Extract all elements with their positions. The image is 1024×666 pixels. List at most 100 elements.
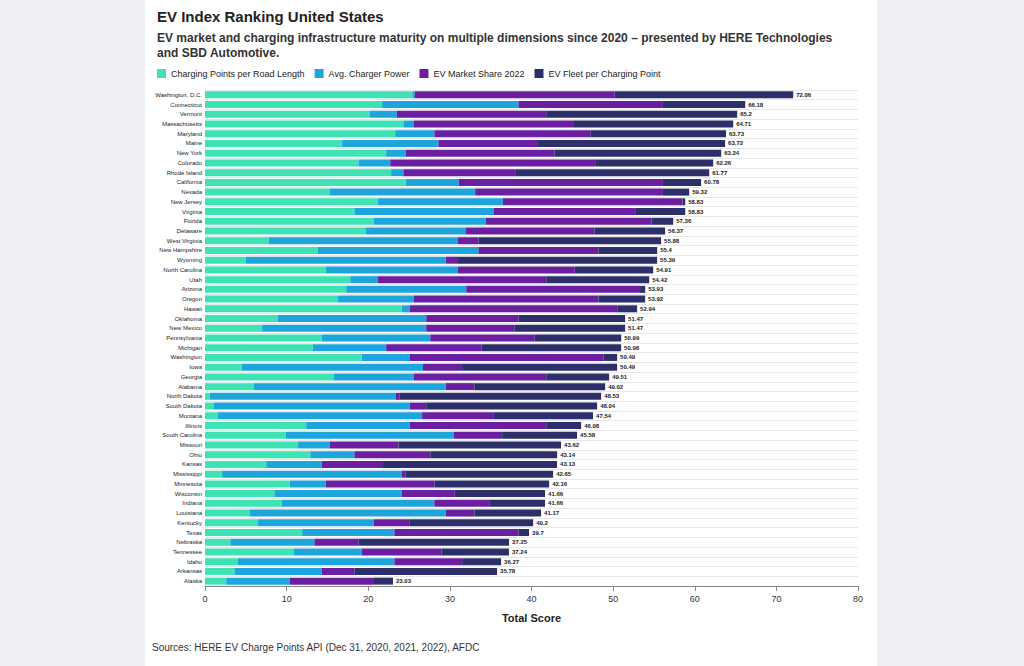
svg-text:EV Index Ranking United States: EV Index Ranking United States [157, 8, 384, 25]
svg-text:Georgia: Georgia [181, 374, 203, 380]
svg-text:Nebraska: Nebraska [176, 539, 202, 545]
svg-text:56.37: 56.37 [668, 228, 684, 234]
svg-text:Utah: Utah [189, 277, 202, 283]
svg-text:64.71: 64.71 [736, 121, 752, 127]
svg-text:54.42: 54.42 [652, 277, 668, 283]
svg-text:Alabama: Alabama [178, 384, 202, 390]
svg-text:Iowa: Iowa [189, 364, 202, 370]
svg-text:Indiana: Indiana [182, 500, 202, 506]
svg-text:50.99: 50.99 [624, 335, 640, 341]
svg-text:62.26: 62.26 [716, 160, 732, 166]
svg-text:Nevada: Nevada [181, 189, 202, 195]
svg-text:65.2: 65.2 [740, 111, 752, 117]
svg-text:48.53: 48.53 [604, 393, 620, 399]
svg-text:Maine: Maine [186, 140, 203, 146]
svg-text:Washington: Washington [171, 354, 202, 360]
svg-text:42.65: 42.65 [556, 471, 572, 477]
svg-text:49.51: 49.51 [612, 374, 628, 380]
svg-text:57.36: 57.36 [676, 218, 692, 224]
svg-text:40: 40 [526, 594, 536, 604]
svg-text:50.98: 50.98 [624, 345, 640, 351]
svg-text:West Virginia: West Virginia [167, 238, 203, 244]
svg-text:EV Market Share 2022: EV Market Share 2022 [433, 69, 524, 79]
svg-text:53.92: 53.92 [648, 296, 664, 302]
svg-text:20: 20 [363, 594, 373, 604]
svg-text:63.73: 63.73 [729, 131, 745, 137]
svg-text:30: 30 [445, 594, 455, 604]
svg-text:39.7: 39.7 [532, 530, 544, 536]
svg-text:Wisconsin: Wisconsin [175, 491, 202, 497]
svg-text:Louisiana: Louisiana [176, 510, 202, 516]
svg-text:Minnesota: Minnesota [174, 481, 202, 487]
svg-text:66.18: 66.18 [748, 102, 764, 108]
svg-text:55.4: 55.4 [660, 247, 672, 253]
svg-text:Wyoming: Wyoming [177, 257, 202, 263]
svg-text:EV market and charging infrast: EV market and charging infrastructure ma… [157, 31, 836, 45]
svg-text:Kentucky: Kentucky [177, 520, 202, 526]
svg-text:Charging Points per Road Lengt: Charging Points per Road Length [171, 69, 305, 79]
svg-text:40.2: 40.2 [536, 520, 548, 526]
svg-text:New Mexico: New Mexico [169, 325, 202, 331]
svg-text:70: 70 [771, 594, 781, 604]
svg-text:43.14: 43.14 [560, 452, 576, 458]
svg-text:Arkansas: Arkansas [177, 568, 202, 574]
svg-text:Vermont: Vermont [180, 111, 203, 117]
svg-text:North Dakota: North Dakota [167, 393, 203, 399]
svg-text:Washington, D.C.: Washington, D.C. [155, 92, 202, 98]
svg-text:Ohio: Ohio [189, 452, 202, 458]
svg-text:New Jersey: New Jersey [171, 199, 202, 205]
svg-text:Sources: HERE EV Charge Points: Sources: HERE EV Charge Points API (Dec … [152, 642, 479, 653]
svg-text:and SBD Automotive.: and SBD Automotive. [157, 46, 279, 60]
svg-text:New Hampshire: New Hampshire [159, 247, 202, 253]
svg-text:42.16: 42.16 [552, 481, 568, 487]
svg-text:63.24: 63.24 [724, 150, 740, 156]
svg-text:Illinois: Illinois [185, 423, 202, 429]
svg-text:10: 10 [282, 594, 292, 604]
svg-text:Connecticut: Connecticut [170, 102, 202, 108]
svg-text:48.04: 48.04 [600, 403, 616, 409]
svg-text:Kansas: Kansas [182, 461, 202, 467]
svg-text:Texas: Texas [186, 530, 202, 536]
svg-text:South Dakota: South Dakota [166, 403, 203, 409]
svg-text:Alaska: Alaska [184, 578, 203, 584]
svg-text:36.27: 36.27 [504, 559, 520, 565]
svg-text:50.49: 50.49 [620, 364, 636, 370]
svg-text:50: 50 [608, 594, 618, 604]
svg-text:51.47: 51.47 [628, 316, 644, 322]
svg-text:58.83: 58.83 [688, 199, 704, 205]
svg-text:Total Score: Total Score [502, 612, 561, 624]
svg-text:37.25: 37.25 [512, 539, 528, 545]
svg-text:52.94: 52.94 [640, 306, 656, 312]
svg-text:Tennessee: Tennessee [173, 549, 203, 555]
svg-text:Idaho: Idaho [187, 559, 203, 565]
svg-text:45.58: 45.58 [580, 432, 596, 438]
svg-text:41.17: 41.17 [544, 510, 560, 516]
svg-text:43.62: 43.62 [564, 442, 580, 448]
svg-text:61.77: 61.77 [712, 170, 728, 176]
svg-text:59.32: 59.32 [692, 189, 708, 195]
svg-text:Rhode Island: Rhode Island [167, 170, 202, 176]
svg-text:54.91: 54.91 [656, 267, 672, 273]
svg-text:72.06: 72.06 [796, 92, 812, 98]
svg-text:California: California [177, 179, 203, 185]
svg-text:Massachusetts: Massachusetts [162, 121, 202, 127]
svg-text:60.78: 60.78 [704, 179, 720, 185]
svg-text:New York: New York [177, 150, 203, 156]
svg-text:Arizona: Arizona [182, 286, 203, 292]
svg-text:Mississippi: Mississippi [173, 471, 202, 477]
svg-text:Hawaii: Hawaii [184, 306, 202, 312]
svg-text:Colorado: Colorado [178, 160, 203, 166]
svg-text:Michigan: Michigan [178, 345, 202, 351]
svg-text:Missouri: Missouri [180, 442, 202, 448]
svg-text:55.88: 55.88 [664, 238, 680, 244]
svg-text:Florida: Florida [184, 218, 203, 224]
svg-text:35.78: 35.78 [500, 568, 516, 574]
svg-text:63.72: 63.72 [728, 140, 744, 146]
svg-text:Pennsylvania: Pennsylvania [166, 335, 202, 341]
svg-text:Virginia: Virginia [182, 209, 203, 215]
svg-text:23.03: 23.03 [396, 578, 412, 584]
svg-text:53.93: 53.93 [648, 286, 664, 292]
svg-text:50.49: 50.49 [620, 354, 636, 360]
svg-text:47.54: 47.54 [596, 413, 612, 419]
svg-text:80: 80 [853, 594, 863, 604]
